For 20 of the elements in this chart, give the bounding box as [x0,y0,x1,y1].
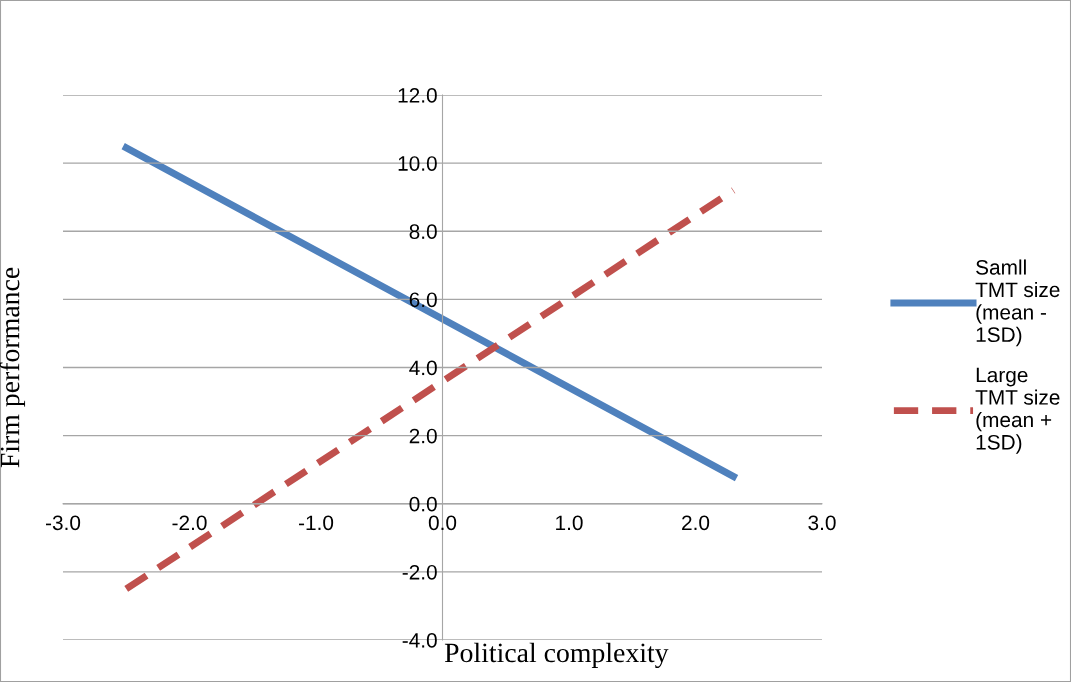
x-tick-label: -1.0 [298,515,334,531]
y-axis-title: Firm performance [0,267,26,468]
x-tick-label: -2.0 [172,515,207,531]
y-tick-label: 0.0 [409,496,437,512]
y-tick-label: 2.0 [409,428,437,444]
y-tick-label: 8.0 [409,224,437,239]
legend-label: Large TMT size (mean + 1SD) [975,367,1060,454]
legend-label: Samll TMT size (mean - 1SD) [975,259,1060,347]
y-tick-label: 10.0 [398,156,437,171]
x-axis-title: Political complexity [444,642,669,668]
y-tick-label: -4.0 [402,633,437,648]
x-tick-label: -3.0 [45,515,81,531]
y-tick-label: 12.0 [398,88,437,103]
x-tick-label: 1.0 [556,515,583,531]
x-tick-label: 2.0 [682,515,710,531]
x-tick-label: 3.0 [808,515,836,531]
y-tick-label: 4.0 [409,360,437,376]
y-tick-label: -2.0 [402,564,437,580]
y-tick-label: 6.0 [409,292,437,308]
x-tick-label: 0.0 [428,515,457,531]
